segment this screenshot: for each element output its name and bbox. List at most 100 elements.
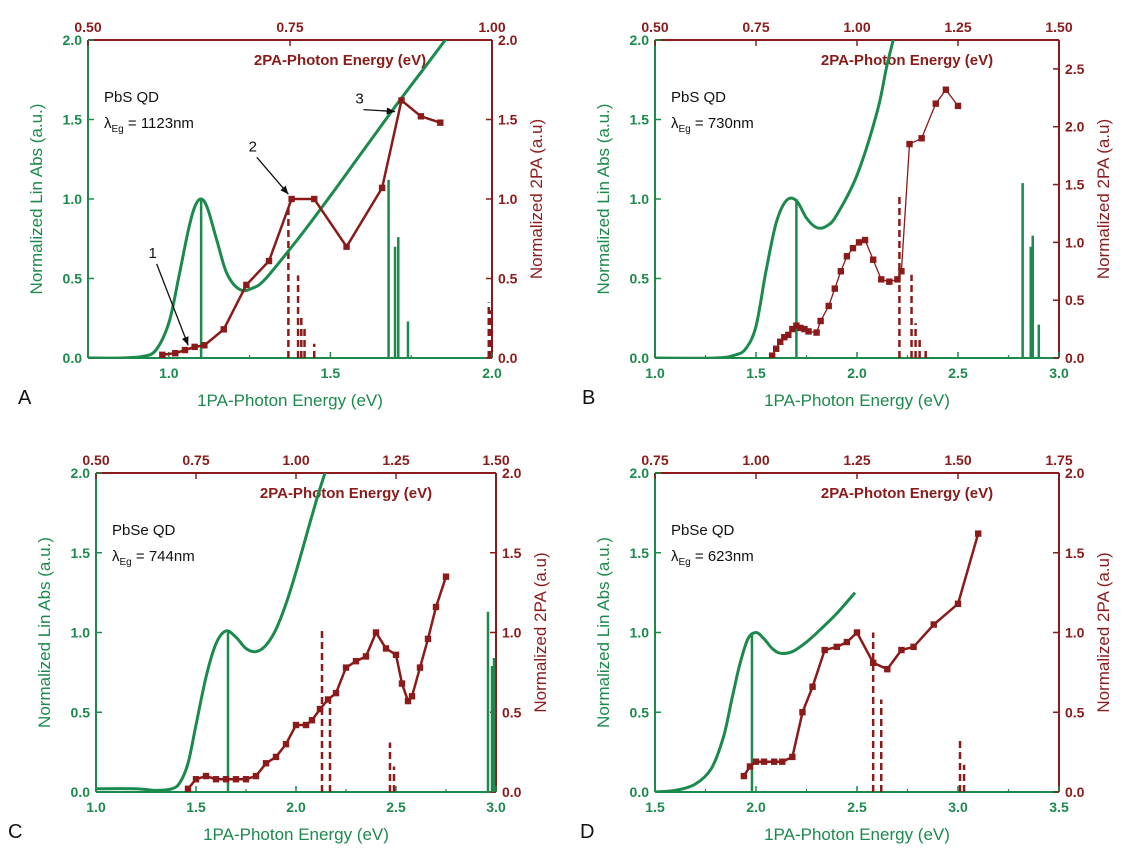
x2-tick-label: 0.75 xyxy=(641,452,668,468)
twopa-point xyxy=(869,659,877,667)
twopa-point xyxy=(392,651,400,659)
x-tick-label: 1.0 xyxy=(159,365,179,381)
lambda-subscript: Eg xyxy=(679,124,691,135)
x-tick-label: 1.5 xyxy=(746,365,766,381)
lambda-value: = 730nm xyxy=(691,115,754,132)
y2-tick-label: 1.0 xyxy=(502,625,522,641)
annotation-arrow-head xyxy=(280,185,289,195)
panel-letter: D xyxy=(580,821,594,843)
twopa-point xyxy=(837,268,845,275)
twopa-point xyxy=(288,195,295,203)
twopa-point xyxy=(770,758,778,765)
y-tick-label: 1.0 xyxy=(71,625,91,641)
twopa-point xyxy=(793,322,800,329)
twopa-point xyxy=(843,253,851,260)
lin-abs-curve xyxy=(655,40,895,358)
y-tick-label: 2.0 xyxy=(63,32,83,48)
x2-tick-label: 1.50 xyxy=(944,452,971,468)
twopa-point xyxy=(869,256,877,263)
twopa-point xyxy=(825,302,832,310)
twopa-point xyxy=(760,758,768,765)
x-tick-label: 2.5 xyxy=(386,799,406,815)
twopa-point xyxy=(220,326,227,333)
twopa-point xyxy=(159,351,166,358)
twopa-point xyxy=(316,705,324,713)
sample-label: PbSe QD xyxy=(112,522,176,539)
twopa-point xyxy=(906,140,913,148)
twopa-point xyxy=(262,760,270,767)
x2-tick-label: 0.50 xyxy=(641,19,668,35)
x2-tick-label: 1.75 xyxy=(1045,452,1072,468)
y2-tick-label: 0.0 xyxy=(1065,350,1085,366)
y2-axis-label: Normalized 2PA (a.u) xyxy=(527,119,546,279)
x2-tick-label: 1.25 xyxy=(944,19,971,35)
twopa-point xyxy=(932,100,939,107)
twopa-point xyxy=(817,317,824,325)
twopa-point xyxy=(398,680,406,687)
y2-tick-label: 2.0 xyxy=(498,32,518,48)
x-tick-label: 1.0 xyxy=(645,365,665,381)
x-tick-label: 2.0 xyxy=(847,365,867,381)
twopa-point xyxy=(378,184,386,192)
twopa-point xyxy=(232,776,240,783)
y-tick-label: 1.5 xyxy=(71,545,91,561)
twopa-point xyxy=(746,763,754,770)
x2-tick-label: 1.50 xyxy=(482,452,509,468)
bandgap-label: λEg = 744nm xyxy=(112,548,195,568)
panel-d: 1.5 2.0 2.5 3.0 3.5 0.75 1.00 1.25 1.50 1.75 0.0 0.… xyxy=(580,452,1113,844)
y-axis-label: Normalized Lin Abs (a.u.) xyxy=(594,104,613,295)
x2-tick-label: 0.50 xyxy=(82,452,109,468)
twopa-point xyxy=(779,758,786,765)
twopa-point xyxy=(352,658,360,665)
twopa-point xyxy=(813,329,820,336)
y-tick-label: 2.0 xyxy=(630,465,650,481)
annotation-arrow-head xyxy=(181,336,189,346)
y2-tick-label: 1.0 xyxy=(1065,625,1085,641)
y-tick-label: 1.5 xyxy=(630,112,650,128)
twopa-point xyxy=(342,664,350,671)
twopa-point xyxy=(821,646,828,654)
y2-axis-label: Normalized 2PA (a.u) xyxy=(531,552,550,712)
panel-c: 1.0 1.5 2.0 2.5 3.0 0.50 0.75 1.00 1.25 1.50 0.0 0.… xyxy=(8,452,550,844)
twopa-point xyxy=(799,709,806,716)
y2-tick-label: 0.0 xyxy=(502,784,522,800)
twopa-point xyxy=(201,342,208,349)
twopa-point xyxy=(416,664,424,671)
twopa-point xyxy=(181,346,189,354)
lambda-value: = 623nm xyxy=(691,548,754,565)
x2-tick-label: 0.75 xyxy=(276,19,303,35)
x-tick-label: 3.5 xyxy=(1049,799,1069,815)
y2-tick-label: 1.5 xyxy=(498,112,518,128)
twopa-point xyxy=(184,785,192,792)
y-axis-label: Normalized Lin Abs (a.u.) xyxy=(27,104,46,295)
y2-tick-label: 0.5 xyxy=(1065,292,1085,308)
annotation-arrow-line xyxy=(156,263,189,346)
y-tick-label: 0.0 xyxy=(630,350,650,366)
panel-letter: A xyxy=(18,387,32,409)
twopa-point xyxy=(898,268,905,275)
y-tick-label: 0.5 xyxy=(71,704,91,720)
twopa-point xyxy=(768,352,776,358)
x-axis-label: 1PA-Photon Energy (eV) xyxy=(764,825,950,844)
twopa-line xyxy=(742,533,980,777)
annotation-arrow-head xyxy=(386,107,396,115)
x-tick-label: 1.0 xyxy=(86,799,106,815)
twopa-point xyxy=(222,776,230,783)
panel-letter: C xyxy=(8,821,22,843)
y-tick-label: 0.5 xyxy=(630,704,650,720)
twopa-point xyxy=(242,776,250,783)
x2-axis-label: 2PA-Photon Energy (eV) xyxy=(821,52,993,69)
x-axis-label: 1PA-Photon Energy (eV) xyxy=(203,825,389,844)
twopa-point xyxy=(898,646,905,654)
twopa-point xyxy=(777,338,784,346)
lin-abs-curve xyxy=(88,40,448,358)
twopa-point xyxy=(398,97,405,104)
x-tick-label: 2.5 xyxy=(948,365,968,381)
twopa-point xyxy=(308,717,316,724)
lambda-symbol: λ xyxy=(112,548,120,565)
x-tick-label: 3.0 xyxy=(948,799,968,815)
twopa-point xyxy=(855,239,863,246)
x-tick-label: 2.0 xyxy=(482,365,502,381)
twopa-line xyxy=(187,576,448,790)
sample-label: PbS QD xyxy=(104,89,159,106)
